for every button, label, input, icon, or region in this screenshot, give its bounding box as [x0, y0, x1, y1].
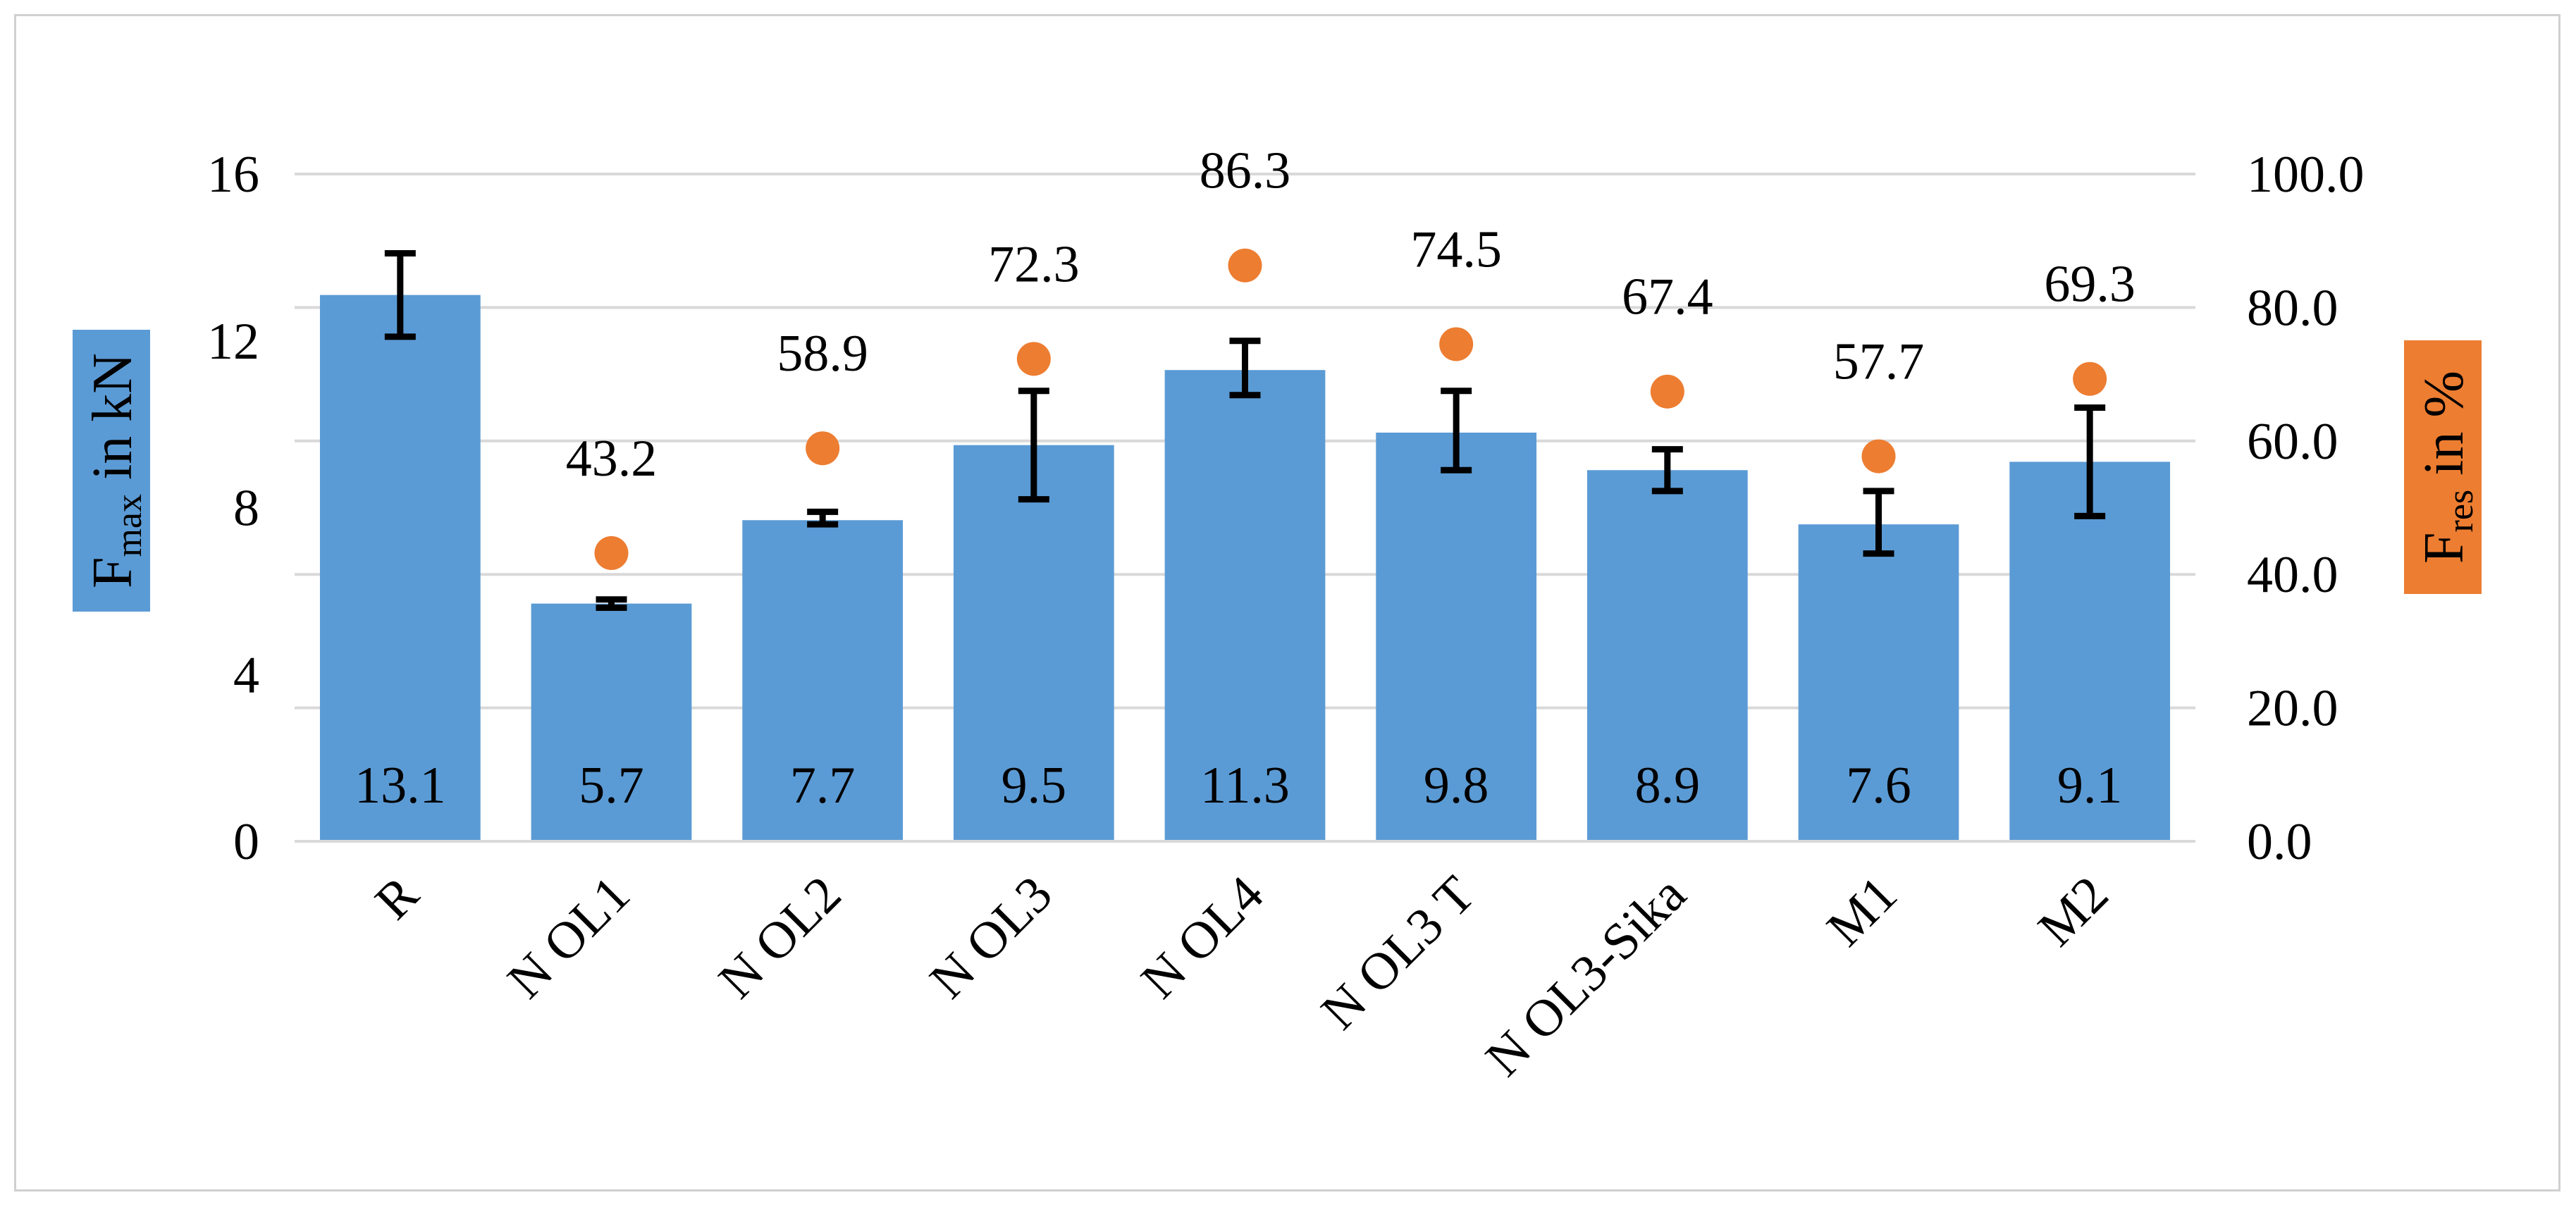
- bar-value-label: 9.8: [1424, 757, 1489, 815]
- fres-value-label: 72.3: [988, 235, 1080, 293]
- x-category-label: N OL3-Sika: [1475, 865, 1697, 1087]
- fres-value-label: 86.3: [1200, 142, 1291, 200]
- y-right-tick-label: 20.0: [2247, 680, 2338, 738]
- bar-fmax: [319, 295, 481, 841]
- fres-value-label: 57.7: [1833, 333, 1925, 391]
- error-bar: [807, 508, 839, 528]
- fres-value-label: 67.4: [1622, 268, 1713, 326]
- error-bars: [384, 249, 2106, 612]
- y-left-title-sub: max: [109, 494, 149, 557]
- error-bar: [1863, 488, 1894, 557]
- bar-value-label: 7.7: [790, 757, 856, 815]
- bar-value-label: 11.3: [1200, 757, 1290, 815]
- y-right-tick-label: 40.0: [2247, 546, 2338, 604]
- x-category-label: M2: [2028, 865, 2120, 958]
- y-left-tick-label: 8: [233, 480, 259, 538]
- fres-value-label: 74.5: [1410, 221, 1502, 278]
- y-right-tick-label: 0.0: [2247, 813, 2312, 871]
- bar-value-label: 5.7: [579, 757, 644, 815]
- data-labels: 13.1 5.7 7.7 9.5 11.3 9.8 8.9 7.6 9.1 43.2 58.9 72.…: [355, 142, 2136, 815]
- y-left-tick-label: 12: [207, 313, 259, 371]
- y-left-axis-title: Fmax in kN: [73, 330, 150, 612]
- y-right-axis-title: Fres in %: [2404, 340, 2482, 594]
- y-right-tick-label: 80.0: [2247, 279, 2338, 337]
- x-category-label: R: [364, 865, 430, 931]
- bar-fmax: [1376, 432, 1537, 841]
- y-left-title-main: F: [82, 557, 144, 589]
- fres-points: [594, 248, 2107, 570]
- x-category-label: N OL2: [708, 865, 852, 1010]
- y-right-title-background: [2404, 340, 2482, 594]
- y-right-tick-label: 60.0: [2247, 413, 2338, 471]
- fres-value-label: 69.3: [2044, 256, 2136, 314]
- bar-fmax: [1164, 370, 1326, 841]
- fres-point: [2073, 361, 2107, 396]
- bar-value-label: 9.5: [1002, 757, 1067, 815]
- fres-value-label: 43.2: [566, 430, 658, 488]
- fres-value-label: 58.9: [777, 325, 868, 383]
- y-right-title-sub: res: [2441, 490, 2481, 533]
- x-category-label: N OL3: [919, 865, 1064, 1010]
- y-right-title-main: F: [2413, 533, 2475, 564]
- svg-text:Fmax in kN: Fmax in kN: [82, 353, 149, 588]
- y-left-title-rest: in kN: [82, 353, 144, 494]
- x-category-label: M1: [1816, 865, 1909, 958]
- y-right-title-rest: in %: [2413, 371, 2475, 490]
- error-bar: [1441, 388, 1472, 473]
- error-bar: [1651, 446, 1683, 495]
- y-left-title-background: [73, 330, 150, 612]
- fres-point: [594, 536, 629, 570]
- fres-point: [1016, 342, 1051, 376]
- fres-point: [1228, 248, 1262, 283]
- fres-point: [806, 431, 840, 466]
- bar-fmax: [953, 445, 1114, 841]
- x-category-label: N OL1: [497, 865, 641, 1010]
- y-left-tick-label: 0: [233, 813, 259, 871]
- bar-value-label: 7.6: [1846, 757, 1911, 815]
- fres-point: [1861, 439, 1896, 473]
- bar-fmax: [1798, 524, 1959, 841]
- x-category-label: N OL4: [1130, 865, 1275, 1010]
- svg-text:Fres in %: Fres in %: [2413, 371, 2481, 564]
- bar-fmax: [531, 603, 692, 841]
- bar-fmax: [1586, 470, 1748, 841]
- error-bar: [384, 249, 416, 340]
- bar-value-label: 8.9: [1635, 757, 1701, 815]
- chart: 13.1 5.7 7.7 9.5 11.3 9.8 8.9 7.6 9.1 43.2 58.9 72.…: [73, 142, 2482, 1087]
- error-bar: [2074, 404, 2106, 519]
- error-bar: [1018, 388, 1049, 503]
- bar-value-label: 13.1: [355, 757, 446, 815]
- y-left-tick-label: 4: [233, 646, 259, 704]
- y-right-tick-label: 100.0: [2247, 146, 2365, 204]
- chart-frame: 13.1 5.7 7.7 9.5 11.3 9.8 8.9 7.6 9.1 43.2 58.9 72.…: [14, 14, 2560, 1191]
- fres-point: [1439, 327, 1474, 361]
- error-bar: [596, 596, 627, 612]
- bar-fmax: [2009, 462, 2171, 841]
- x-category-label: N OL3 T: [1310, 865, 1486, 1041]
- fres-point: [1650, 374, 1684, 409]
- y-left-tick-label: 16: [207, 146, 259, 204]
- bar-fmax: [742, 520, 904, 841]
- bar-value-label: 9.1: [2057, 757, 2123, 815]
- bars: [319, 295, 2171, 841]
- error-bar: [1229, 338, 1261, 399]
